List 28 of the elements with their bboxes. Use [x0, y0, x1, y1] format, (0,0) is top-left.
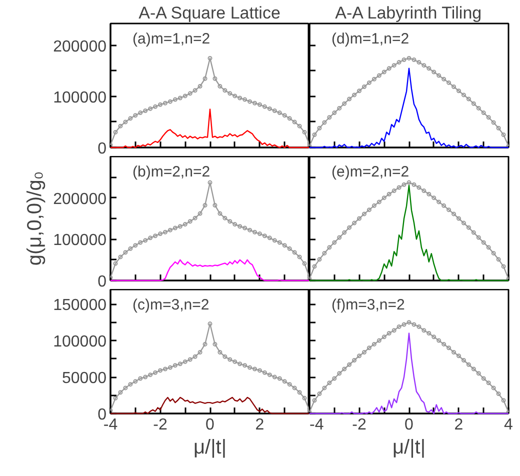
- annotation: (f)m=3,n=2: [332, 296, 405, 314]
- annotation: (e)m=2,n=2: [332, 164, 410, 180]
- x-tick-label: 4: [504, 416, 514, 434]
- y-axis-title: g(μ,0,0)/g₀: [24, 171, 46, 266]
- y-tick-label: 100000: [53, 334, 107, 351]
- x-tick-label: 0: [404, 416, 414, 434]
- x-tick-label: -4: [310, 416, 324, 434]
- x-axis-title: μ/|t|: [193, 436, 227, 458]
- y-tick-label: 200000: [53, 190, 107, 208]
- annotation: (a)m=1,n=2: [132, 30, 210, 48]
- y-tick-label: 50000: [62, 370, 107, 388]
- y-tick-label: 150000: [53, 297, 107, 314]
- y-tick-label: 0: [98, 274, 107, 290]
- chart-title: A-A Labyrinth Tiling: [335, 4, 482, 22]
- x-tick-label: 2: [454, 416, 464, 434]
- annotation: (c)m=3,n=2: [132, 296, 210, 314]
- x-axis-title: μ/|t|: [392, 436, 426, 458]
- x-tick-label: 0: [206, 416, 215, 434]
- y-tick-label: 0: [98, 140, 107, 158]
- chart-title: A-A Square Lattice: [138, 4, 280, 22]
- x-tick-label: 2: [255, 416, 264, 434]
- y-tick-label: 200000: [53, 38, 107, 56]
- y-tick-label: 100000: [53, 232, 107, 250]
- y-tick-label: 100000: [53, 89, 107, 106]
- x-tick-label: -2: [352, 416, 366, 434]
- annotation: (d)m=1,n=2: [332, 30, 410, 48]
- annotation: (b)m=2,n=2: [132, 164, 210, 180]
- x-tick-label: -2: [153, 416, 168, 434]
